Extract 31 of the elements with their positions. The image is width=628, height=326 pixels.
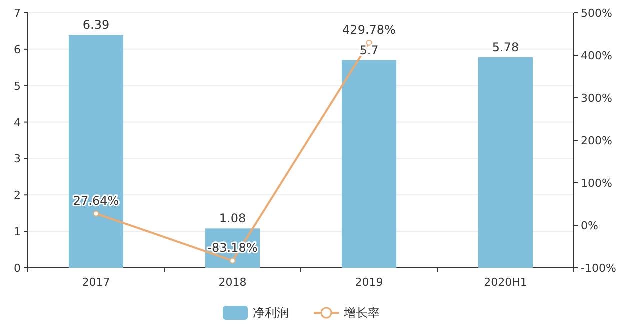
y2-tick-label: 200%	[581, 134, 612, 148]
point	[230, 258, 236, 264]
y-tick-label: 1	[14, 226, 21, 239]
point	[93, 210, 100, 217]
y2-tick-label: 500%	[581, 7, 612, 20]
x-tick-label: 2017	[82, 276, 110, 289]
y-tick-label: 3	[14, 152, 21, 166]
legend-label: 净利润	[253, 306, 289, 320]
y-tick-label: 0	[14, 262, 21, 275]
y2-tick-label: 300%	[581, 92, 612, 105]
data-label: 27.64%	[73, 194, 120, 208]
data-label: 5.78	[492, 40, 520, 54]
x-tick-label: 2019	[355, 276, 384, 289]
y-tick-label: 5	[14, 80, 21, 93]
y2-tick-label: -100%	[581, 262, 616, 275]
data-label: 429.78%	[342, 22, 396, 37]
bar	[68, 35, 124, 268]
data-label: 6.39	[82, 18, 110, 32]
bar	[342, 60, 397, 268]
y-tick-label: 4	[14, 116, 21, 130]
y2-tick-label: 0%	[581, 220, 598, 232]
y-tick-label: 2	[14, 189, 21, 202]
y2-tick-label: 400%	[581, 50, 612, 62]
y-tick-label: 6	[14, 43, 21, 56]
bar	[478, 57, 534, 268]
x-tick-label: 2020H1	[484, 276, 528, 289]
y2-tick-label: 100%	[581, 177, 612, 190]
x-tick-label: 2018	[218, 276, 247, 289]
y-tick-label: 7	[14, 7, 21, 20]
legend-label: 增长率	[343, 306, 380, 320]
data-label: 1.08	[219, 212, 246, 226]
